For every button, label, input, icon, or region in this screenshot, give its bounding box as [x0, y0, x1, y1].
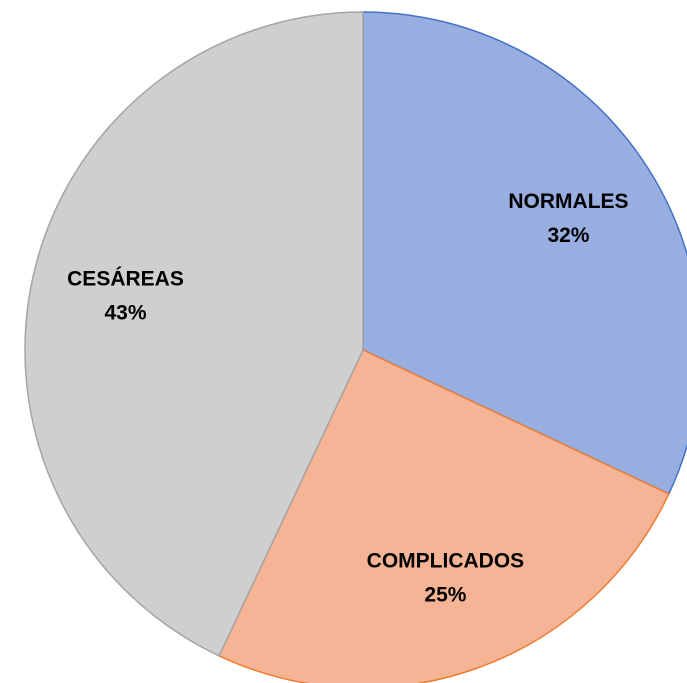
- slice-label: NORMALES: [508, 190, 628, 213]
- slice-value-label: 32%: [547, 224, 589, 247]
- slice-value-label: 43%: [104, 301, 146, 324]
- slice-label: CESÁREAS: [67, 267, 184, 290]
- slice-value-label: 25%: [424, 584, 466, 607]
- slice-label: COMPLICADOS: [367, 550, 525, 573]
- pie-slice: [362, 11, 687, 495]
- pie-slice: [24, 11, 364, 657]
- pie-slice: [218, 349, 670, 683]
